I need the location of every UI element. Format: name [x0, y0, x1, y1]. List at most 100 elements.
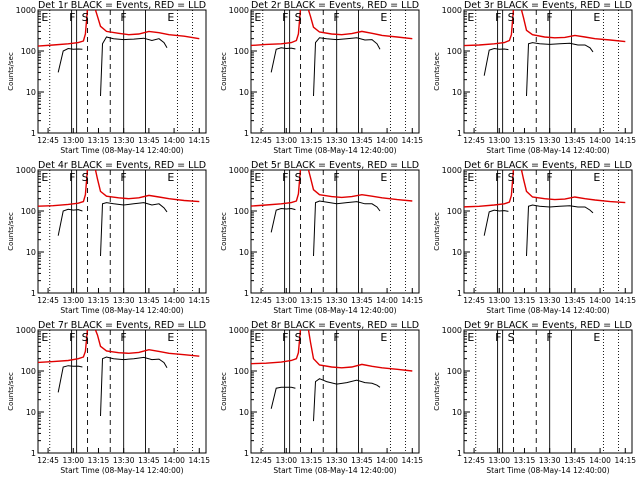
- series-line-lld: [94, 330, 200, 357]
- x-tick-label: 13:45: [351, 136, 373, 145]
- y-tick-label: 10: [26, 248, 36, 257]
- chart-title: Det 9r BLACK = Events, RED = LLD: [464, 320, 632, 331]
- event-marker: E: [467, 331, 474, 344]
- x-tick-label: 13:15: [301, 456, 323, 465]
- series-line-events: [100, 356, 168, 417]
- event-marker: F: [282, 11, 288, 24]
- event-marker: F: [333, 331, 339, 344]
- event-marker: F: [495, 171, 501, 184]
- y-tick-label: 1: [457, 449, 462, 458]
- y-tick-label: 10: [452, 248, 462, 257]
- series-line-lld: [520, 170, 626, 204]
- series-line-events: [57, 47, 83, 73]
- series-line-events: [526, 42, 594, 97]
- x-tick-label: 13:45: [138, 136, 160, 145]
- x-tick-label: 13:00: [275, 296, 297, 305]
- x-tick-label: 14:15: [401, 456, 423, 465]
- x-tick-label: 13:15: [301, 296, 323, 305]
- x-tick-label: 14:00: [589, 136, 611, 145]
- event-marker: E: [593, 171, 600, 184]
- event-marker: E: [254, 331, 261, 344]
- event-marker: F: [495, 331, 501, 344]
- y-axis-label: Counts/sec: [7, 52, 15, 91]
- x-tick-label: 14:15: [188, 456, 210, 465]
- x-tick-label: 14:00: [589, 296, 611, 305]
- event-marker: F: [333, 171, 339, 184]
- event-marker: S: [295, 171, 302, 184]
- series-line-lld: [464, 170, 515, 208]
- plot-frame: [463, 329, 633, 454]
- x-tick-label: 12:45: [250, 456, 272, 465]
- y-axis-label: Counts/sec: [220, 372, 228, 411]
- series-line-events: [313, 378, 381, 422]
- x-tick-label: 14:00: [376, 136, 398, 145]
- chart-title: Det 2r BLACK = Events, RED = LLD: [251, 0, 419, 11]
- y-tick-label: 100: [21, 207, 36, 216]
- chart-panel-8: Det 8r BLACK = Events, RED = LLD 1 10 100 10…: [220, 320, 423, 475]
- y-tick-label: 1000: [442, 6, 462, 15]
- x-axis-label: Start Time (08-May-14 12:40:00): [486, 466, 609, 475]
- event-marker: E: [254, 171, 261, 184]
- series-line-lld: [38, 10, 89, 47]
- event-marker: E: [380, 171, 387, 184]
- y-tick-label: 100: [447, 207, 462, 216]
- y-tick-label: 1000: [229, 326, 249, 335]
- event-marker: E: [380, 331, 387, 344]
- event-marker: E: [593, 11, 600, 24]
- x-tick-label: 13:45: [564, 456, 586, 465]
- x-axis-label: Start Time (08-May-14 12:40:00): [486, 146, 609, 155]
- x-tick-label: 14:00: [163, 136, 185, 145]
- series-line-lld: [251, 170, 302, 207]
- x-tick-label: 13:00: [62, 456, 84, 465]
- y-tick-label: 1: [244, 289, 249, 298]
- chart-title: Det 8r BLACK = Events, RED = LLD: [251, 320, 419, 331]
- y-axis-label: Counts/sec: [433, 212, 441, 251]
- y-tick-label: 1000: [16, 326, 36, 335]
- plot-frame: [463, 169, 633, 294]
- chart-panel-9: Det 9r BLACK = Events, RED = LLD 1 10 100 10…: [433, 320, 636, 475]
- event-marker: F: [546, 11, 552, 24]
- x-tick-label: 13:00: [488, 296, 510, 305]
- x-tick-label: 13:30: [113, 136, 135, 145]
- series-line-lld: [94, 170, 200, 203]
- y-tick-label: 1000: [229, 6, 249, 15]
- y-tick-label: 100: [21, 367, 36, 376]
- y-tick-label: 100: [234, 367, 249, 376]
- plot-frame: [250, 9, 420, 134]
- event-marker: F: [120, 11, 126, 24]
- x-axis-label: Start Time (08-May-14 12:40:00): [273, 466, 396, 475]
- plot-frame: [250, 169, 420, 294]
- x-tick-label: 14:00: [163, 296, 185, 305]
- x-tick-label: 14:15: [188, 296, 210, 305]
- plot-frame: [250, 329, 420, 454]
- y-tick-label: 100: [447, 47, 462, 56]
- y-tick-label: 100: [21, 47, 36, 56]
- x-tick-label: 13:00: [488, 136, 510, 145]
- x-tick-label: 13:30: [113, 456, 135, 465]
- series-line-events: [270, 47, 296, 73]
- event-marker: F: [282, 331, 288, 344]
- x-axis-label: Start Time (08-May-14 12:40:00): [486, 306, 609, 315]
- plot-frame: [463, 9, 633, 134]
- x-tick-label: 12:45: [463, 136, 485, 145]
- event-marker: F: [282, 171, 288, 184]
- y-tick-label: 1: [31, 449, 36, 458]
- series-line-events: [100, 36, 168, 97]
- event-marker: F: [333, 11, 339, 24]
- x-tick-label: 13:30: [326, 136, 348, 145]
- x-tick-label: 13:45: [138, 456, 160, 465]
- event-marker: E: [167, 331, 174, 344]
- x-tick-label: 13:15: [514, 136, 536, 145]
- y-tick-label: 10: [452, 408, 462, 417]
- x-tick-label: 14:15: [401, 136, 423, 145]
- event-marker: F: [69, 11, 75, 24]
- y-tick-label: 1: [244, 449, 249, 458]
- x-tick-label: 13:15: [301, 136, 323, 145]
- chart-panel-1: Det 1r BLACK = Events, RED = LLD 1 10 100 10…: [7, 0, 210, 155]
- x-tick-label: 14:00: [376, 456, 398, 465]
- series-line-events: [100, 202, 168, 257]
- x-tick-label: 13:15: [514, 296, 536, 305]
- series-line-lld: [307, 330, 413, 372]
- x-tick-label: 13:15: [88, 136, 110, 145]
- chart-title: Det 6r BLACK = Events, RED = LLD: [464, 160, 632, 171]
